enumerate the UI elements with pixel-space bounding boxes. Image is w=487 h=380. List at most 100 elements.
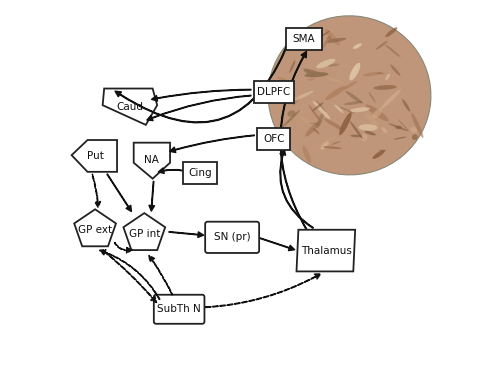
Polygon shape	[134, 142, 170, 179]
Text: Put: Put	[87, 151, 104, 161]
Ellipse shape	[350, 107, 370, 112]
Ellipse shape	[318, 136, 336, 147]
Ellipse shape	[345, 91, 363, 104]
Ellipse shape	[305, 121, 320, 136]
Text: Cing: Cing	[188, 168, 212, 178]
Ellipse shape	[317, 112, 324, 128]
FancyArrowPatch shape	[114, 242, 132, 253]
Ellipse shape	[299, 116, 314, 125]
Ellipse shape	[374, 85, 396, 90]
FancyArrowPatch shape	[147, 95, 251, 120]
Ellipse shape	[395, 126, 402, 129]
Ellipse shape	[303, 68, 325, 76]
FancyArrowPatch shape	[206, 274, 320, 307]
Text: NA: NA	[145, 155, 159, 165]
Ellipse shape	[313, 101, 330, 119]
Ellipse shape	[316, 30, 330, 40]
Polygon shape	[103, 89, 157, 125]
Ellipse shape	[350, 121, 363, 139]
Polygon shape	[123, 213, 165, 250]
Ellipse shape	[335, 105, 344, 113]
Ellipse shape	[361, 134, 368, 141]
Ellipse shape	[369, 92, 376, 103]
Ellipse shape	[385, 27, 397, 37]
Ellipse shape	[411, 127, 418, 132]
Ellipse shape	[324, 118, 345, 131]
Ellipse shape	[268, 16, 431, 175]
Ellipse shape	[282, 110, 300, 127]
FancyArrowPatch shape	[149, 255, 172, 295]
FancyArrowPatch shape	[169, 135, 254, 152]
FancyArrowPatch shape	[280, 52, 307, 230]
Ellipse shape	[339, 112, 352, 135]
Ellipse shape	[277, 77, 287, 81]
FancyArrowPatch shape	[169, 232, 204, 238]
Ellipse shape	[350, 63, 360, 81]
Ellipse shape	[350, 135, 362, 137]
Ellipse shape	[304, 70, 316, 77]
Ellipse shape	[302, 146, 311, 163]
Ellipse shape	[289, 60, 296, 73]
Ellipse shape	[288, 139, 292, 141]
Polygon shape	[74, 209, 116, 246]
Ellipse shape	[313, 128, 319, 134]
Ellipse shape	[324, 38, 346, 43]
FancyArrowPatch shape	[280, 149, 313, 228]
Ellipse shape	[397, 119, 409, 131]
Text: SMA: SMA	[293, 33, 316, 44]
Text: GP int: GP int	[129, 228, 160, 239]
Ellipse shape	[339, 107, 355, 114]
Ellipse shape	[301, 40, 316, 49]
Ellipse shape	[307, 78, 315, 81]
Ellipse shape	[325, 86, 346, 100]
Ellipse shape	[326, 36, 331, 42]
Ellipse shape	[364, 131, 376, 135]
Bar	[286, 28, 322, 49]
FancyArrowPatch shape	[107, 174, 131, 212]
Ellipse shape	[390, 65, 400, 76]
Ellipse shape	[331, 141, 341, 145]
Text: SubTh N: SubTh N	[157, 304, 201, 314]
Ellipse shape	[312, 102, 324, 111]
Ellipse shape	[377, 73, 385, 74]
Ellipse shape	[385, 45, 401, 57]
Ellipse shape	[317, 100, 326, 112]
FancyArrowPatch shape	[92, 174, 100, 207]
Ellipse shape	[343, 81, 357, 90]
Ellipse shape	[381, 89, 401, 109]
Ellipse shape	[297, 35, 316, 44]
Ellipse shape	[321, 38, 329, 51]
Text: Thalamus: Thalamus	[301, 245, 352, 256]
FancyArrowPatch shape	[105, 252, 156, 302]
Ellipse shape	[288, 91, 314, 103]
Text: Caud: Caud	[116, 102, 143, 112]
Ellipse shape	[402, 99, 410, 112]
FancyBboxPatch shape	[154, 295, 205, 324]
Ellipse shape	[393, 137, 407, 140]
Ellipse shape	[385, 74, 390, 80]
Ellipse shape	[372, 109, 382, 118]
Ellipse shape	[320, 141, 329, 150]
Bar	[257, 128, 290, 150]
Ellipse shape	[353, 43, 362, 49]
FancyBboxPatch shape	[205, 222, 259, 253]
Ellipse shape	[316, 59, 335, 68]
Text: OFC: OFC	[263, 134, 284, 144]
Ellipse shape	[373, 150, 385, 159]
FancyArrowPatch shape	[149, 181, 154, 211]
Ellipse shape	[389, 124, 408, 131]
Bar	[254, 81, 294, 103]
Ellipse shape	[328, 63, 339, 67]
Ellipse shape	[381, 127, 387, 133]
Ellipse shape	[365, 113, 378, 126]
Ellipse shape	[308, 105, 322, 123]
Text: DLPFC: DLPFC	[257, 87, 290, 97]
FancyArrowPatch shape	[158, 168, 182, 173]
Polygon shape	[72, 140, 117, 172]
Ellipse shape	[304, 72, 329, 77]
FancyArrowPatch shape	[115, 33, 292, 123]
FancyArrowPatch shape	[151, 89, 251, 101]
Ellipse shape	[412, 134, 418, 140]
Ellipse shape	[292, 97, 300, 105]
Ellipse shape	[366, 105, 389, 121]
